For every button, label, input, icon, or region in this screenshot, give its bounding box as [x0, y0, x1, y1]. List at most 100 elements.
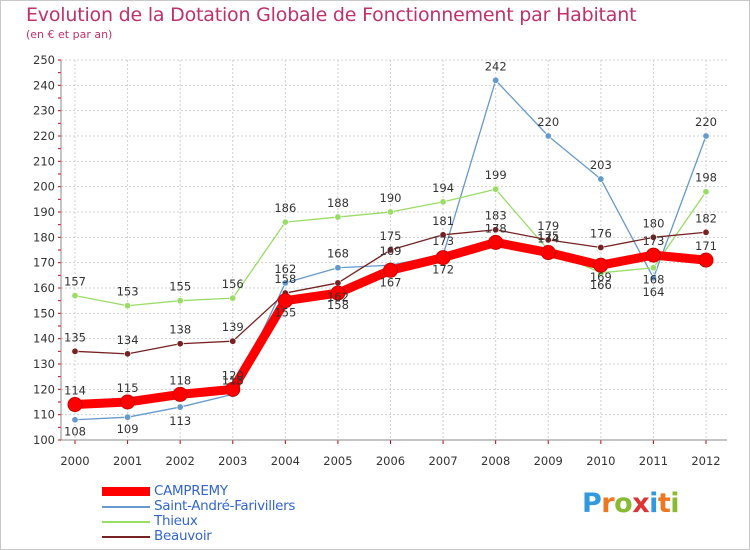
data-point [540, 245, 556, 261]
data-label: 181 [432, 214, 454, 228]
legend-label-beauvoir: Beauvoir [154, 528, 212, 544]
data-point [649, 274, 657, 282]
data-point [597, 175, 605, 183]
data-point [492, 226, 500, 234]
x-tick-label: 2011 [639, 454, 668, 468]
legend-swatch-thieux [102, 521, 150, 523]
legend-label-thieux: Thieux [154, 513, 198, 529]
data-point [71, 292, 79, 300]
logo-letter: r [601, 488, 615, 519]
data-point [439, 231, 447, 239]
data-point [124, 413, 132, 421]
logo-letter: o [614, 488, 633, 519]
data-label: 190 [380, 191, 402, 205]
data-label: 183 [485, 209, 507, 223]
data-point [544, 132, 552, 140]
data-point [334, 213, 342, 221]
data-label: 175 [380, 229, 402, 243]
data-label: 113 [169, 414, 191, 428]
legend-swatch-saint-andre-farivillers [102, 506, 150, 508]
data-point [281, 218, 289, 226]
x-tick-label: 2003 [218, 454, 247, 468]
y-tick-label: 240 [33, 78, 55, 92]
data-point [67, 397, 83, 413]
data-label: 178 [485, 221, 507, 235]
y-tick-label: 200 [33, 180, 55, 194]
y-tick-label: 150 [33, 306, 55, 320]
data-label: 164 [642, 285, 664, 299]
data-label: 139 [222, 320, 244, 334]
data-point [386, 208, 394, 216]
data-label: 114 [64, 384, 86, 398]
legend-label-saint-andre-farivillers: Saint-André-Farivillers [154, 498, 296, 514]
legend-swatch-campremy [102, 487, 150, 496]
data-point [435, 250, 451, 266]
data-label: 174 [537, 232, 559, 246]
data-label: 199 [485, 168, 507, 182]
data-label: 186 [274, 201, 296, 215]
data-point [492, 185, 500, 193]
data-point [71, 347, 79, 355]
data-label: 158 [327, 298, 349, 312]
data-label: 120 [222, 368, 244, 382]
data-point [649, 233, 657, 241]
data-point [229, 294, 237, 302]
data-label: 135 [64, 330, 86, 344]
logo-letter: P [582, 488, 602, 519]
x-tick-label: 2012 [691, 454, 720, 468]
data-label: 162 [327, 290, 349, 304]
data-point [702, 228, 710, 236]
data-label: 168 [327, 247, 349, 261]
data-label: 156 [222, 277, 244, 291]
logo-letter: t [657, 488, 671, 519]
x-tick-label: 2010 [586, 454, 615, 468]
data-label: 203 [590, 158, 612, 172]
x-tick-label: 2005 [323, 454, 352, 468]
data-label: 169 [380, 244, 402, 258]
x-tick-label: 2004 [271, 454, 300, 468]
data-label: 162 [274, 262, 296, 276]
data-label: 242 [485, 59, 507, 73]
data-point [702, 132, 710, 140]
data-point [439, 198, 447, 206]
data-point [176, 297, 184, 305]
data-label: 169 [590, 270, 612, 284]
data-label: 180 [642, 216, 664, 230]
data-label: 171 [695, 239, 717, 253]
chart-title: Evolution de la Dotation Globale de Fonc… [26, 4, 637, 26]
y-tick-label: 210 [33, 154, 55, 168]
data-point [334, 264, 342, 272]
data-point [176, 340, 184, 348]
data-point [120, 394, 136, 410]
data-point [593, 257, 609, 273]
x-tick-label: 2000 [60, 454, 89, 468]
data-point [229, 337, 237, 345]
y-tick-label: 220 [33, 129, 55, 143]
data-point [649, 264, 657, 272]
data-label: 158 [274, 272, 296, 286]
data-label: 118 [222, 373, 244, 387]
data-point [172, 386, 188, 402]
proxiti-logo: Proxiti [582, 488, 680, 519]
data-point [124, 350, 132, 358]
x-tick-label: 2008 [481, 454, 510, 468]
data-label: 166 [590, 278, 612, 292]
data-label: 109 [117, 422, 139, 436]
data-point [281, 279, 289, 287]
data-label: 167 [380, 275, 402, 289]
y-tick-label: 230 [33, 104, 55, 118]
logo-letter: x [632, 488, 650, 519]
data-point [645, 247, 661, 263]
y-tick-label: 120 [33, 382, 55, 396]
x-tick-label: 2009 [534, 454, 563, 468]
data-point [225, 381, 241, 397]
y-tick-label: 160 [33, 281, 55, 295]
legend-swatch-beauvoir [102, 536, 150, 538]
data-label: 173 [642, 234, 664, 248]
y-tick-label: 100 [33, 433, 55, 447]
data-point [124, 302, 132, 310]
data-label: 188 [327, 196, 349, 210]
x-tick-label: 2006 [376, 454, 405, 468]
data-label: 118 [169, 373, 191, 387]
data-label: 179 [537, 219, 559, 233]
